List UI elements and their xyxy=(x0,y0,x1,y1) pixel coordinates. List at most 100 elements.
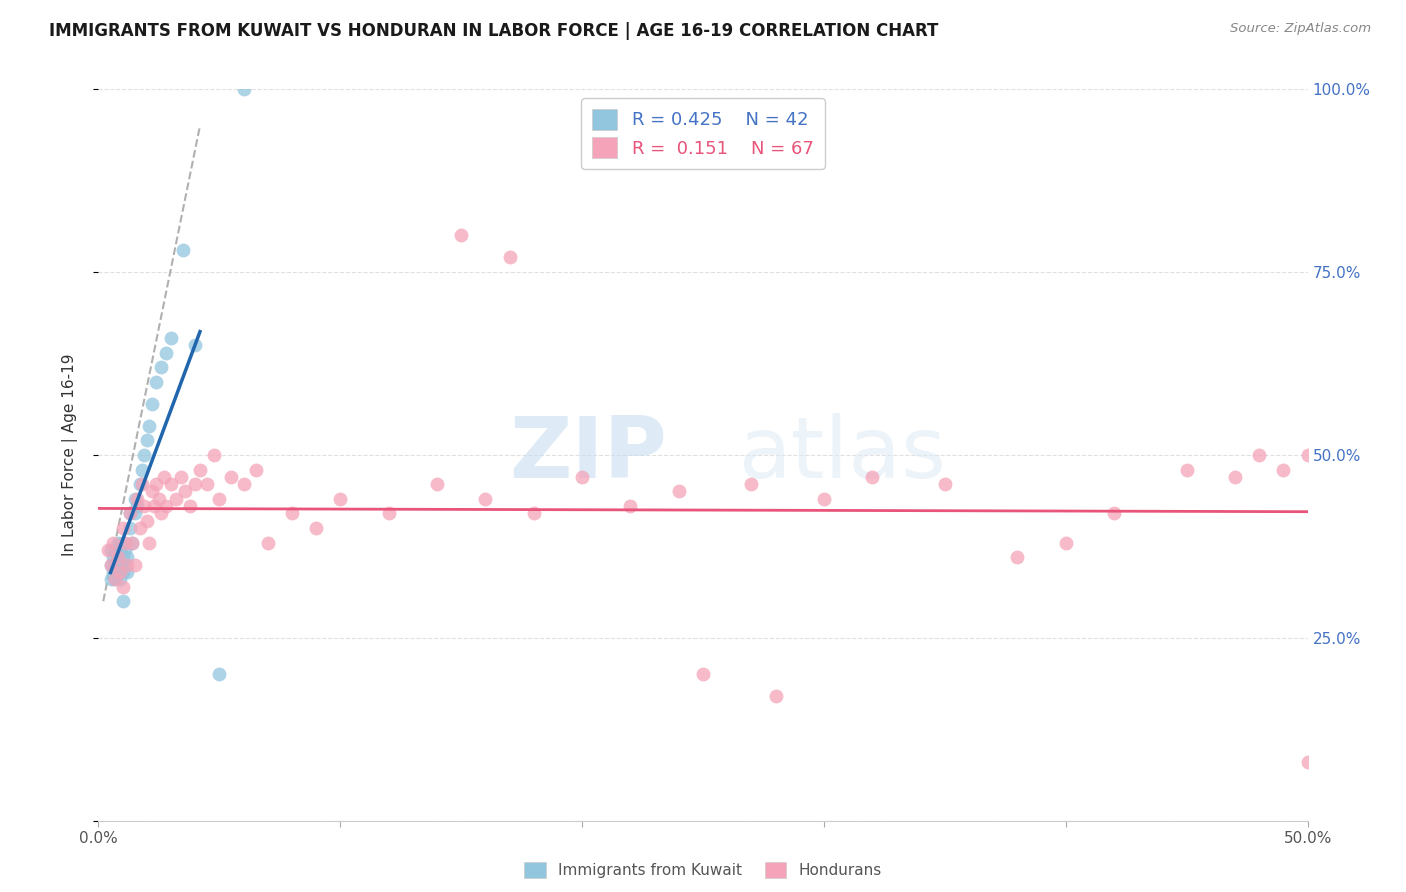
Point xyxy=(208,667,231,681)
Point xyxy=(101,550,124,565)
Point xyxy=(184,338,207,352)
Point xyxy=(111,580,134,594)
Point xyxy=(100,572,122,586)
Point xyxy=(118,507,141,521)
Point xyxy=(121,535,143,549)
Point xyxy=(127,491,149,506)
Point xyxy=(305,521,328,535)
Point xyxy=(184,477,207,491)
Point xyxy=(101,565,124,579)
Text: Source: ZipAtlas.com: Source: ZipAtlas.com xyxy=(1230,22,1371,36)
Point xyxy=(740,477,762,491)
Point xyxy=(124,507,146,521)
Point xyxy=(1249,448,1271,462)
Point xyxy=(221,470,243,484)
Point xyxy=(111,521,134,535)
Point xyxy=(145,375,167,389)
Point xyxy=(117,550,139,565)
Point xyxy=(426,477,449,491)
Text: ZIP: ZIP xyxy=(509,413,666,497)
Point xyxy=(107,535,129,549)
Point xyxy=(523,507,546,521)
Point xyxy=(121,535,143,549)
Point xyxy=(169,470,191,484)
Point xyxy=(1175,462,1198,476)
Point xyxy=(1272,462,1295,476)
Point xyxy=(108,558,131,572)
Point xyxy=(1054,535,1077,549)
Point xyxy=(150,507,173,521)
Point xyxy=(138,535,160,549)
Point xyxy=(188,462,211,476)
Point xyxy=(155,499,177,513)
Point xyxy=(111,550,134,565)
Point xyxy=(141,484,163,499)
Point xyxy=(128,521,150,535)
Legend: Immigrants from Kuwait, Hondurans: Immigrants from Kuwait, Hondurans xyxy=(519,856,887,884)
Point xyxy=(281,507,304,521)
Point xyxy=(124,558,146,572)
Point xyxy=(160,331,183,345)
Point xyxy=(114,543,136,558)
Point xyxy=(474,491,496,506)
Point xyxy=(1007,550,1029,565)
Point xyxy=(245,462,267,476)
Point xyxy=(108,565,131,579)
Point xyxy=(104,558,127,572)
Point xyxy=(1296,755,1319,769)
Point xyxy=(232,82,254,96)
Point xyxy=(100,558,122,572)
Point xyxy=(571,470,593,484)
Point xyxy=(97,543,120,558)
Point xyxy=(160,477,183,491)
Point xyxy=(668,484,690,499)
Point xyxy=(118,521,141,535)
Point xyxy=(104,572,127,586)
Point xyxy=(134,448,156,462)
Text: atlas: atlas xyxy=(740,413,948,497)
Point xyxy=(1102,507,1125,521)
Point xyxy=(377,507,399,521)
Point xyxy=(860,470,883,484)
Point xyxy=(128,477,150,491)
Point xyxy=(104,572,127,586)
Point xyxy=(127,499,149,513)
Point xyxy=(152,470,174,484)
Point xyxy=(135,434,157,448)
Point xyxy=(1223,470,1246,484)
Point xyxy=(692,667,714,681)
Point xyxy=(208,491,231,506)
Point xyxy=(143,499,166,513)
Point xyxy=(138,418,160,433)
Point xyxy=(619,499,641,513)
Point xyxy=(107,550,129,565)
Point xyxy=(1296,448,1319,462)
Point xyxy=(111,594,134,608)
Point xyxy=(329,491,352,506)
Point xyxy=(174,484,197,499)
Point xyxy=(111,535,134,549)
Point xyxy=(100,558,122,572)
Y-axis label: In Labor Force | Age 16-19: In Labor Force | Age 16-19 xyxy=(62,353,77,557)
Point xyxy=(172,243,194,257)
Point xyxy=(124,491,146,506)
Point xyxy=(107,550,129,565)
Point xyxy=(134,499,156,513)
Point xyxy=(141,397,163,411)
Point xyxy=(498,251,520,265)
Legend: R = 0.425    N = 42, R =  0.151    N = 67: R = 0.425 N = 42, R = 0.151 N = 67 xyxy=(581,98,825,169)
Point xyxy=(934,477,956,491)
Point xyxy=(450,228,472,243)
Point xyxy=(148,491,170,506)
Point xyxy=(179,499,201,513)
Point xyxy=(165,491,187,506)
Point xyxy=(204,448,226,462)
Point xyxy=(256,535,278,549)
Point xyxy=(107,565,129,579)
Point xyxy=(117,558,139,572)
Point xyxy=(131,477,153,491)
Point xyxy=(135,514,157,528)
Point xyxy=(131,462,153,476)
Point xyxy=(765,690,787,704)
Point xyxy=(108,543,131,558)
